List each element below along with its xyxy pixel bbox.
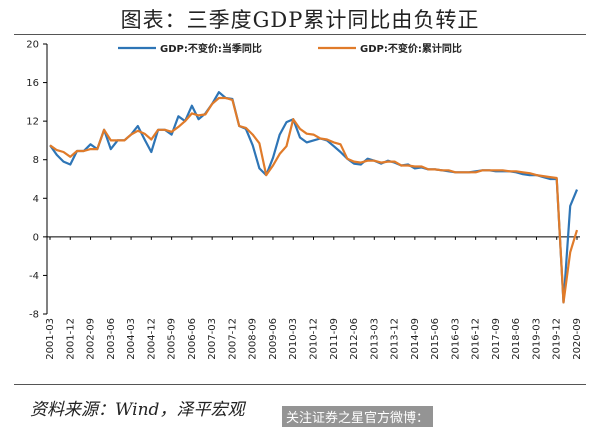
- x-tick-label: 2010-12: [309, 318, 320, 360]
- x-tick-label: 2019-03: [531, 318, 542, 360]
- x-tick-label: 2007-03: [207, 318, 218, 360]
- x-tick-label: 2013-03: [369, 318, 380, 360]
- y-tick-label: 0: [33, 232, 39, 243]
- y-axis-ticks: -8 -4 0 4 8 12 16 20: [26, 40, 47, 321]
- x-tick-label: 2006-06: [187, 318, 198, 360]
- x-tick-label: 2004-12: [146, 318, 157, 360]
- chart-axes: [46, 44, 580, 314]
- x-tick-label: 2016-12: [471, 318, 482, 360]
- x-tick-label: 2018-06: [511, 318, 522, 360]
- x-tick-label: 2009-06: [268, 318, 279, 360]
- x-tick-label: 2008-09: [248, 318, 259, 360]
- y-tick-label: 8: [33, 155, 39, 166]
- series-lines: [49, 91, 579, 304]
- y-tick-label: -4: [29, 271, 39, 282]
- series-line-single-quarter: [49, 91, 579, 304]
- x-tick-label: 2001-03: [45, 318, 56, 360]
- top-divider: [14, 34, 586, 35]
- legend: GDP:不变价:当季同比 GDP:不变价:累计同比: [118, 42, 462, 55]
- x-tick-label: 2020-09: [572, 318, 583, 360]
- legend-label-cumulative: GDP:不变价:累计同比: [360, 42, 462, 55]
- x-tick-label: 2001-12: [65, 318, 76, 360]
- y-tick-label: 16: [26, 78, 39, 89]
- x-tick-label: 2011-09: [329, 318, 340, 360]
- x-tick-label: 2007-12: [227, 318, 238, 360]
- series-line-cumulative: [49, 96, 579, 304]
- x-tick-label: 2015-06: [430, 318, 441, 360]
- x-tick-label: 2019-12: [552, 318, 563, 360]
- x-axis-ticks: 2001-03 2001-12 2002-09 2003-06 2004-03 2004-…: [45, 236, 583, 360]
- y-tick-label: 12: [26, 117, 39, 128]
- x-tick-label: 2002-09: [86, 318, 97, 360]
- x-tick-label: 2014-09: [410, 318, 421, 360]
- y-tick-label: 4: [33, 194, 39, 205]
- x-tick-label: 2003-06: [106, 318, 117, 360]
- x-tick-label: 2004-03: [126, 318, 137, 360]
- y-tick-label: 20: [26, 40, 39, 51]
- x-tick-label: 2017-09: [491, 318, 502, 360]
- chart-title: 图表：三季度GDP累计同比由负转正: [120, 8, 480, 32]
- watermark-banner: 关注证券之星官方微博：: [282, 406, 434, 427]
- legend-label-single-quarter: GDP:不变价:当季同比: [160, 42, 262, 55]
- bottom-divider: [14, 384, 586, 385]
- x-tick-label: 2005-09: [167, 318, 178, 360]
- source-note: 资料来源：Wind，泽平宏观: [30, 400, 245, 420]
- x-tick-label: 2013-12: [390, 318, 401, 360]
- x-tick-label: 2010-03: [288, 318, 299, 360]
- x-tick-label: 2016-03: [450, 318, 461, 360]
- x-tick-label: 2012-06: [349, 318, 360, 360]
- y-tick-label: -8: [29, 310, 39, 321]
